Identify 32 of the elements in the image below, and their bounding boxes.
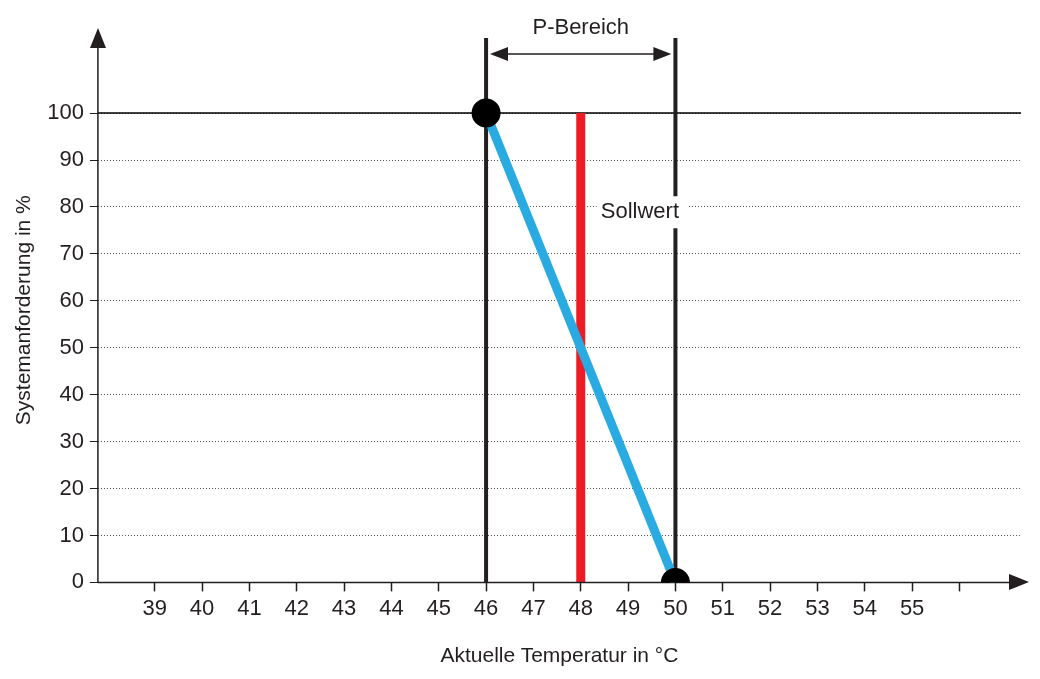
y-tick-label: 30	[59, 427, 84, 453]
y-tick-label: 80	[59, 193, 84, 219]
annotation: P-Bereich	[532, 14, 630, 40]
y-tick-label: 90	[59, 146, 84, 172]
y-tick-label: 40	[59, 380, 84, 406]
ref-line-label: Sollwert	[600, 198, 680, 224]
x-tick-label: 52	[757, 594, 783, 620]
x-tick-label: 43	[331, 594, 357, 620]
x-tick-label: 55	[899, 594, 925, 620]
y-axis-title: Systemanforderung in %	[11, 195, 35, 426]
x-tick-label: 47	[521, 594, 546, 620]
x-tick-label: 51	[710, 594, 736, 620]
y-tick-label: 0	[71, 568, 84, 594]
x-tick-label: 53	[805, 594, 830, 620]
x-tick-label: 39	[142, 594, 167, 620]
x-tick-label: 49	[615, 594, 641, 620]
x-tick-label: 44	[379, 594, 404, 620]
x-tick-label: 41	[237, 594, 262, 620]
y-tick-label: 100	[47, 99, 84, 125]
y-tick-label: 10	[59, 521, 84, 547]
x-tick-label: 50	[663, 594, 688, 620]
x-tick-label: 54	[852, 594, 878, 620]
x-axis-title: Aktuelle Temperatur in °C	[440, 643, 679, 667]
x-tick-label: 46	[473, 594, 499, 620]
x-tick-label: 40	[189, 594, 215, 620]
x-tick-label: 42	[284, 594, 309, 620]
x-tick-label: 45	[426, 594, 451, 620]
y-tick-label: 20	[59, 474, 84, 500]
y-tick-label: 60	[59, 286, 84, 312]
y-tick-label: 70	[59, 239, 84, 265]
x-tick-label: 48	[568, 594, 593, 620]
y-tick-label: 50	[59, 333, 84, 359]
